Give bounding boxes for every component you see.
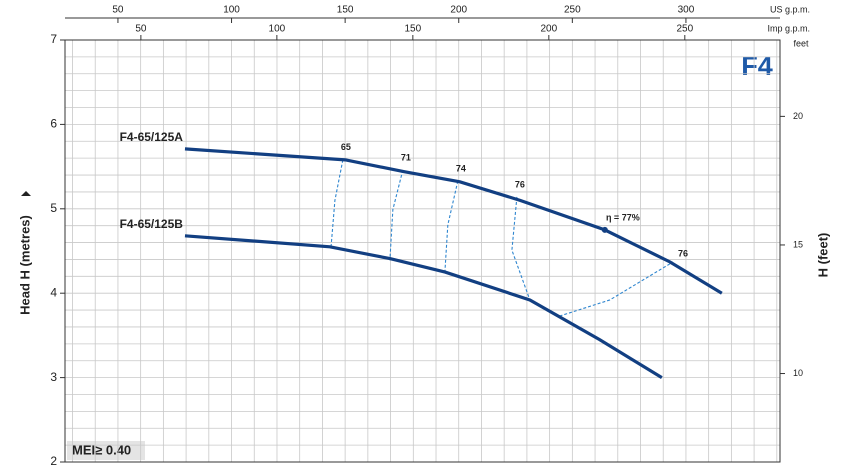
x-tick-label: 250 [564,5,581,16]
y-tick-label: 4 [50,285,57,299]
efficiency-curve [444,180,459,273]
efficiency-curve [330,159,344,247]
x-tick-label: 300 [678,5,695,16]
x2-tick-label: 250 [676,24,693,35]
efficiency-label: 74 [456,163,466,173]
x2-tick-label: 200 [540,24,557,35]
pump-curve [184,234,663,379]
plot-frame [64,39,781,463]
axis-arrow [21,191,31,196]
x2-axis-title: Imp g.p.m. [767,23,810,33]
y-axis-title: Head H (metres) [17,215,32,315]
x-tick-label: 200 [450,5,467,16]
note: MEI≥ 0.40 [72,442,131,457]
badge: F4 [741,51,773,81]
y-tick-label: 2 [50,454,57,468]
pump-curve [184,147,723,295]
y-tick-label: 3 [50,370,57,384]
note-box [67,441,145,460]
efficiency-label: 71 [401,152,411,162]
x-tick-label: 100 [223,5,240,16]
series-label: F4-65/125B [120,217,184,231]
series-label: F4-65/125A [120,130,184,144]
y-tick-label: 6 [50,117,57,131]
x-tick-label: 50 [112,5,124,16]
x2-tick-label: 150 [405,24,422,35]
efficiency-curve [389,169,404,261]
y-tick-label: 5 [50,201,57,215]
x2-tick-label: 100 [269,24,286,35]
y-tick-label: 7 [50,32,57,46]
efficiency-curve [511,196,674,317]
y2-axis-title: H (feet) [815,233,830,278]
y2-tick-label: 20 [793,111,803,121]
x2-tick-label: 50 [135,24,147,35]
efficiency-label: 76 [515,179,525,189]
x-tick-label: 150 [337,5,354,16]
efficiency-label: 76 [678,248,688,258]
x-axis-title: US g.p.m. [770,4,810,14]
y2-unit: feet [793,38,809,48]
efficiency-label: 65 [341,142,351,152]
y2-tick-label: 10 [793,368,803,378]
best-point [601,226,608,233]
y2-tick-label: 15 [793,239,803,249]
best-point-label: η = 77% [606,212,640,222]
